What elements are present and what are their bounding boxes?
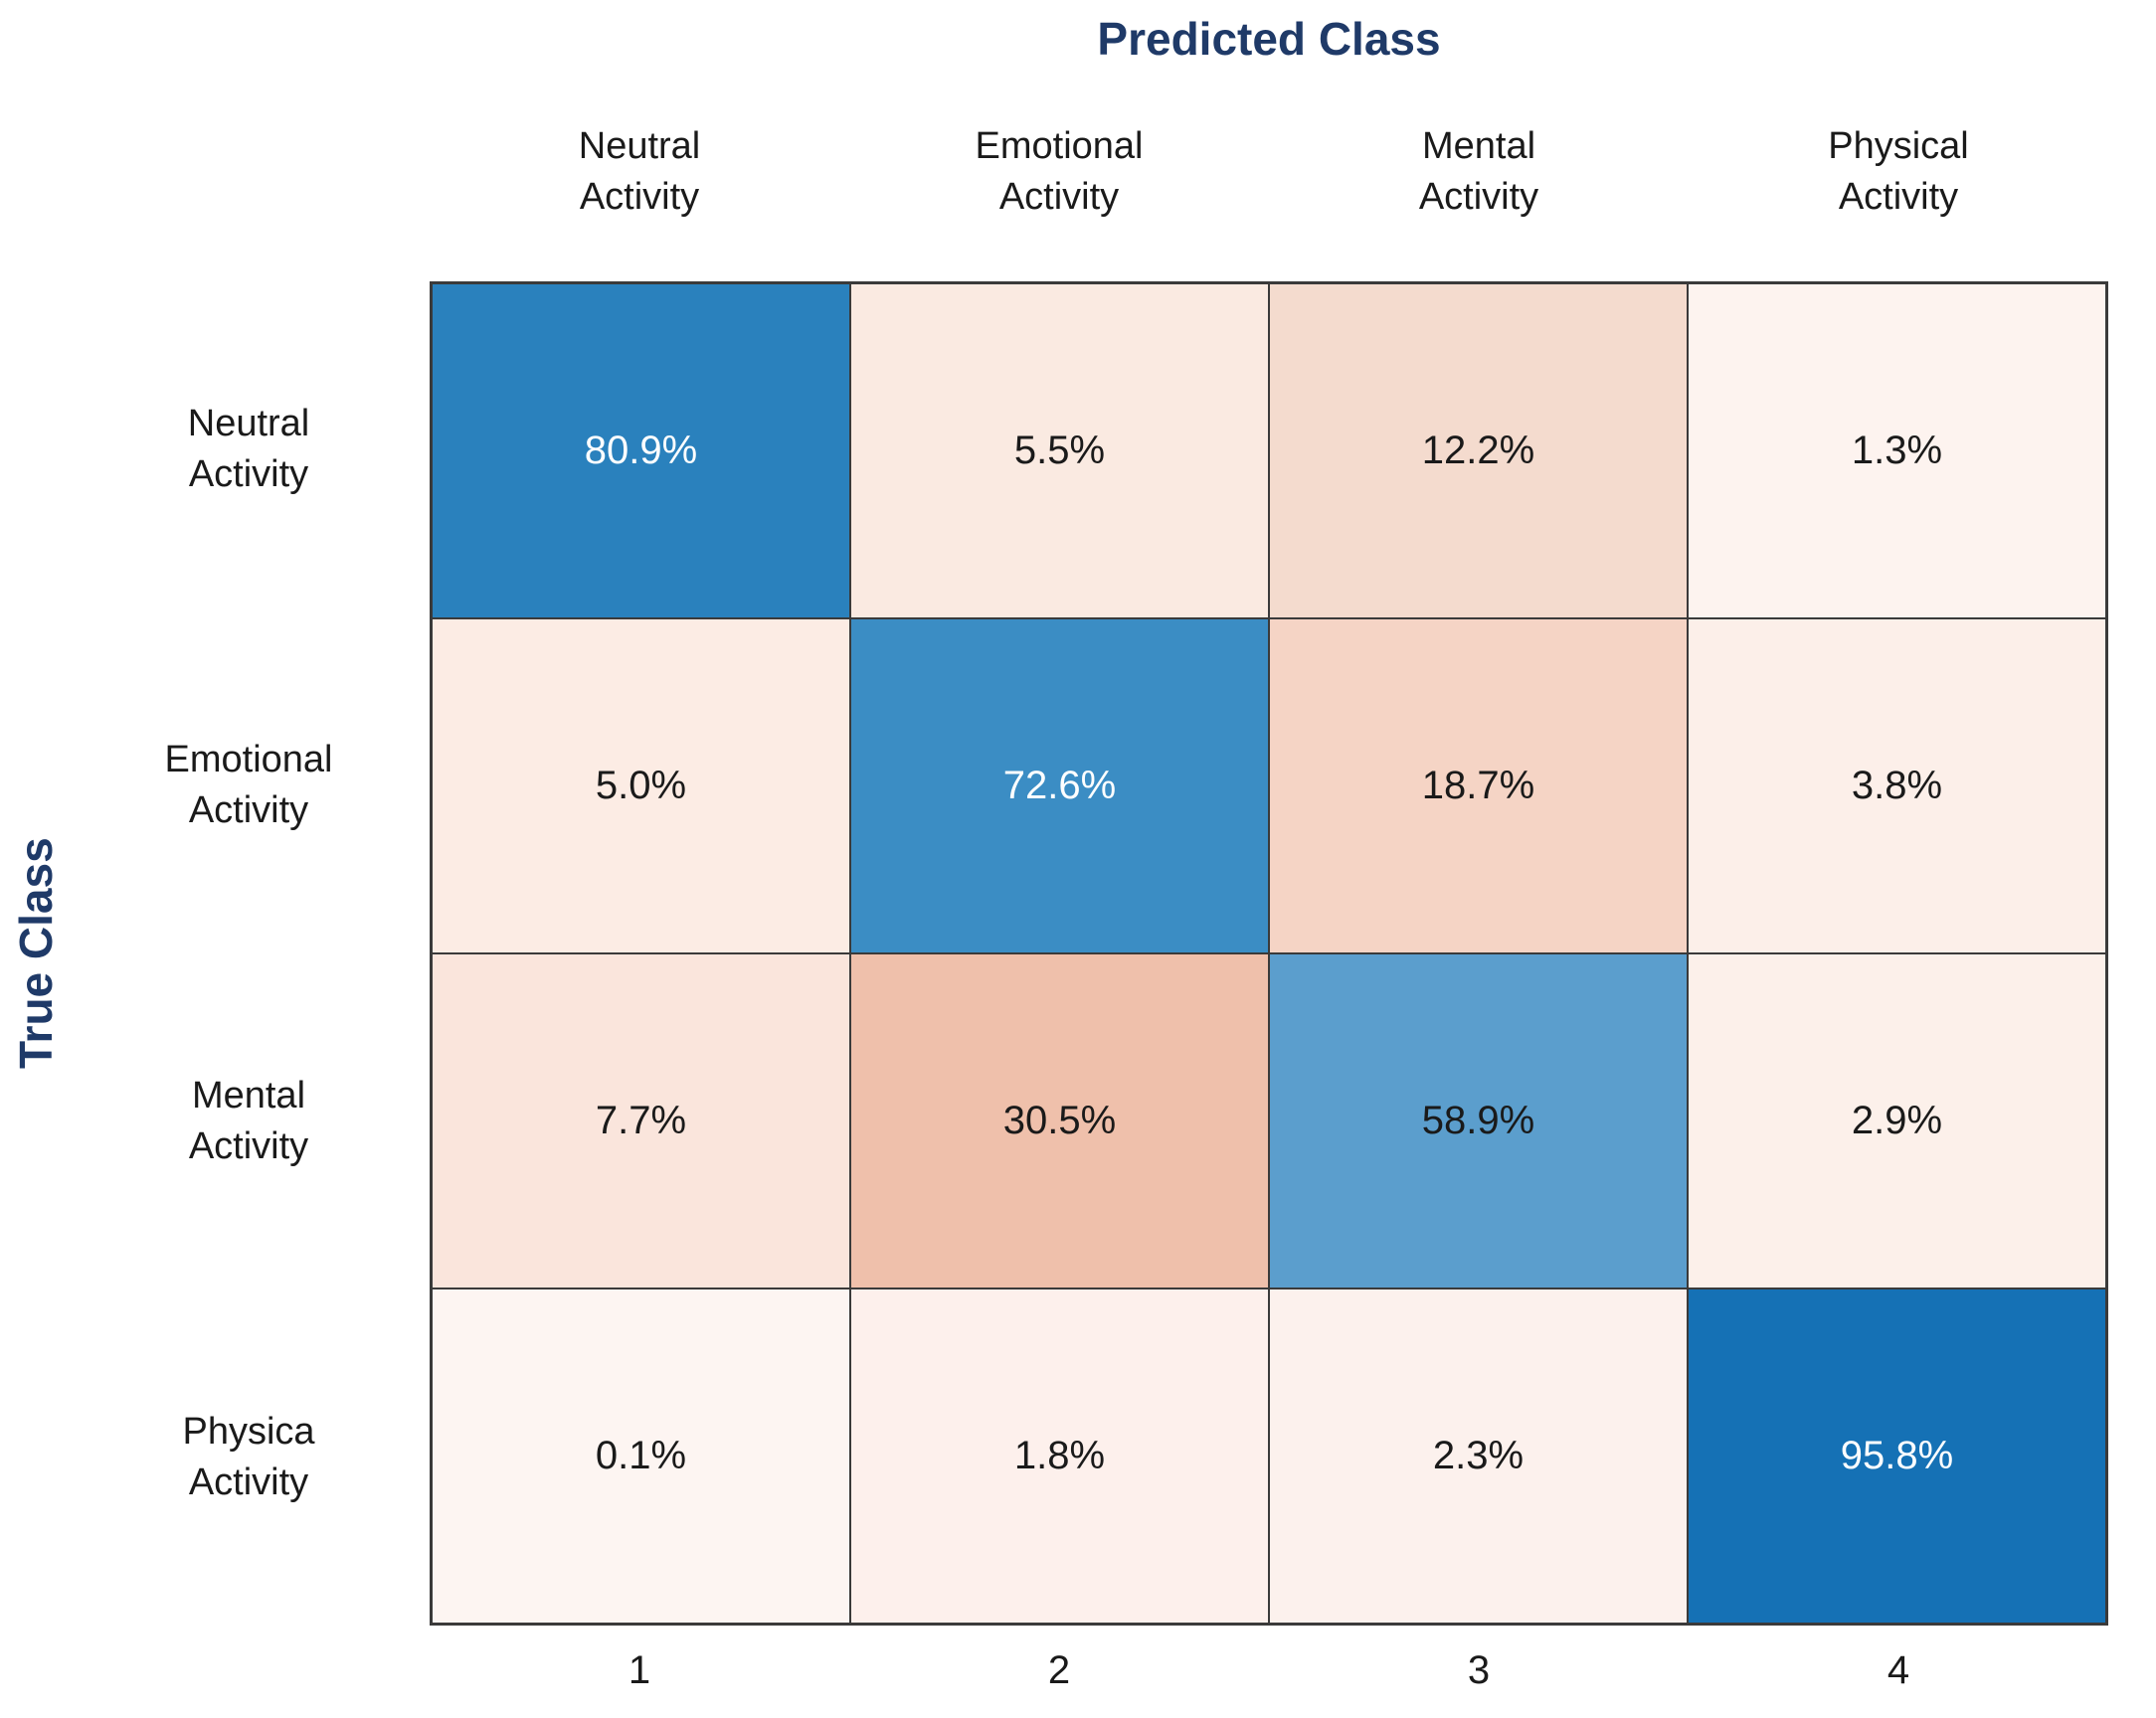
matrix-cell-r2c3: 18.7% (1270, 619, 1687, 952)
column-header-physical: Physical Activity (1828, 125, 1969, 219)
matrix-cell-r4c3: 2.3% (1270, 1289, 1687, 1623)
column-headers: Neutral Activity Emotional Activity Ment… (430, 121, 2108, 224)
matrix-cell-r4c2: 1.8% (851, 1289, 1268, 1623)
x-axis-tick-labels: 1 2 3 4 (430, 1648, 2108, 1693)
matrix-cell-r2c2: 72.6% (851, 619, 1268, 952)
confusion-matrix-grid: 80.9% 5.5% 12.2% 1.3% 5.0% 72.6% 18.7% 3… (430, 281, 2108, 1626)
x-tick-4: 4 (1886, 1648, 1910, 1692)
row-label-emotional: Emotional Activity (164, 738, 333, 831)
matrix-cell-r4c1: 0.1% (433, 1289, 849, 1623)
matrix-cell-r1c4: 1.3% (1689, 284, 2105, 617)
matrix-cell-r1c3: 12.2% (1270, 284, 1687, 617)
row-labels: Neutral Activity Emotional Activity Ment… (88, 281, 410, 1626)
matrix-cell-r1c2: 5.5% (851, 284, 1268, 617)
matrix-cell-r2c1: 5.0% (433, 619, 849, 952)
matrix-cell-r2c4: 3.8% (1689, 619, 2105, 952)
matrix-cell-r3c1: 7.7% (433, 954, 849, 1288)
matrix-cell-r3c4: 2.9% (1689, 954, 2105, 1288)
predicted-class-axis-title: Predicted Class (1097, 13, 1441, 65)
row-label-neutral: Neutral Activity (187, 402, 310, 495)
column-header-emotional: Emotional Activity (975, 125, 1144, 219)
column-header-mental: Mental Activity (1418, 125, 1539, 219)
x-tick-2: 2 (1047, 1648, 1071, 1692)
column-header-neutral: Neutral Activity (578, 125, 701, 219)
x-tick-3: 3 (1467, 1648, 1491, 1692)
row-label-physical: Physica Activity (182, 1410, 315, 1503)
matrix-cell-r1c1: 80.9% (433, 284, 849, 617)
x-tick-1: 1 (628, 1648, 651, 1692)
matrix-cell-r3c2: 30.5% (851, 954, 1268, 1288)
matrix-cell-r4c4: 95.8% (1689, 1289, 2105, 1623)
true-class-axis-title: True Class (10, 837, 62, 1070)
row-label-mental: Mental Activity (188, 1074, 309, 1167)
matrix-cell-r3c3: 58.9% (1270, 954, 1687, 1288)
